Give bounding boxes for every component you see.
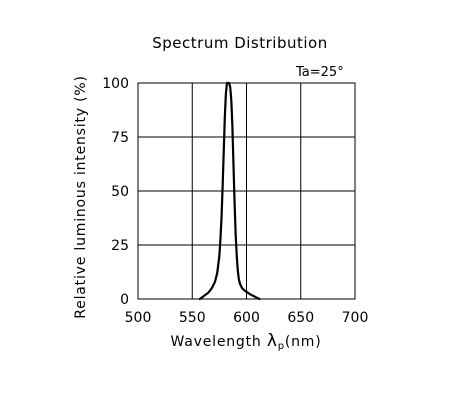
x-tick-labels: 500 550 600 650 700: [125, 310, 369, 326]
y-tick-label: 100: [102, 76, 129, 92]
y-tick-label: 50: [111, 184, 129, 200]
y-tick-label: 25: [111, 238, 129, 254]
x-tick-label: 550: [179, 310, 206, 326]
lambda-symbol: λ: [267, 331, 278, 351]
x-tick-label: 700: [342, 310, 369, 326]
y-tick-label: 75: [111, 130, 129, 146]
spectrum-curve: [198, 81, 261, 301]
x-axis-unit: (nm): [285, 334, 322, 350]
chart-title: Spectrum Distribution: [152, 34, 327, 52]
x-axis-label-main: Wavelength: [171, 334, 267, 350]
y-tick-labels: 0 25 50 75 100: [102, 76, 129, 308]
grid: [137, 82, 356, 300]
temperature-annotation: Ta=25°: [295, 65, 344, 80]
x-tick-label: 650: [287, 310, 314, 326]
x-axis-subscript: p: [278, 341, 285, 352]
x-tick-label: 500: [125, 310, 152, 326]
x-axis-label: Wavelength λp(nm): [171, 331, 322, 352]
plot-frame: [137, 82, 356, 300]
x-tick-label: 600: [233, 310, 260, 326]
y-axis-label: Relative luminous intensity (%): [73, 75, 89, 318]
y-tick-label: 0: [120, 292, 129, 308]
